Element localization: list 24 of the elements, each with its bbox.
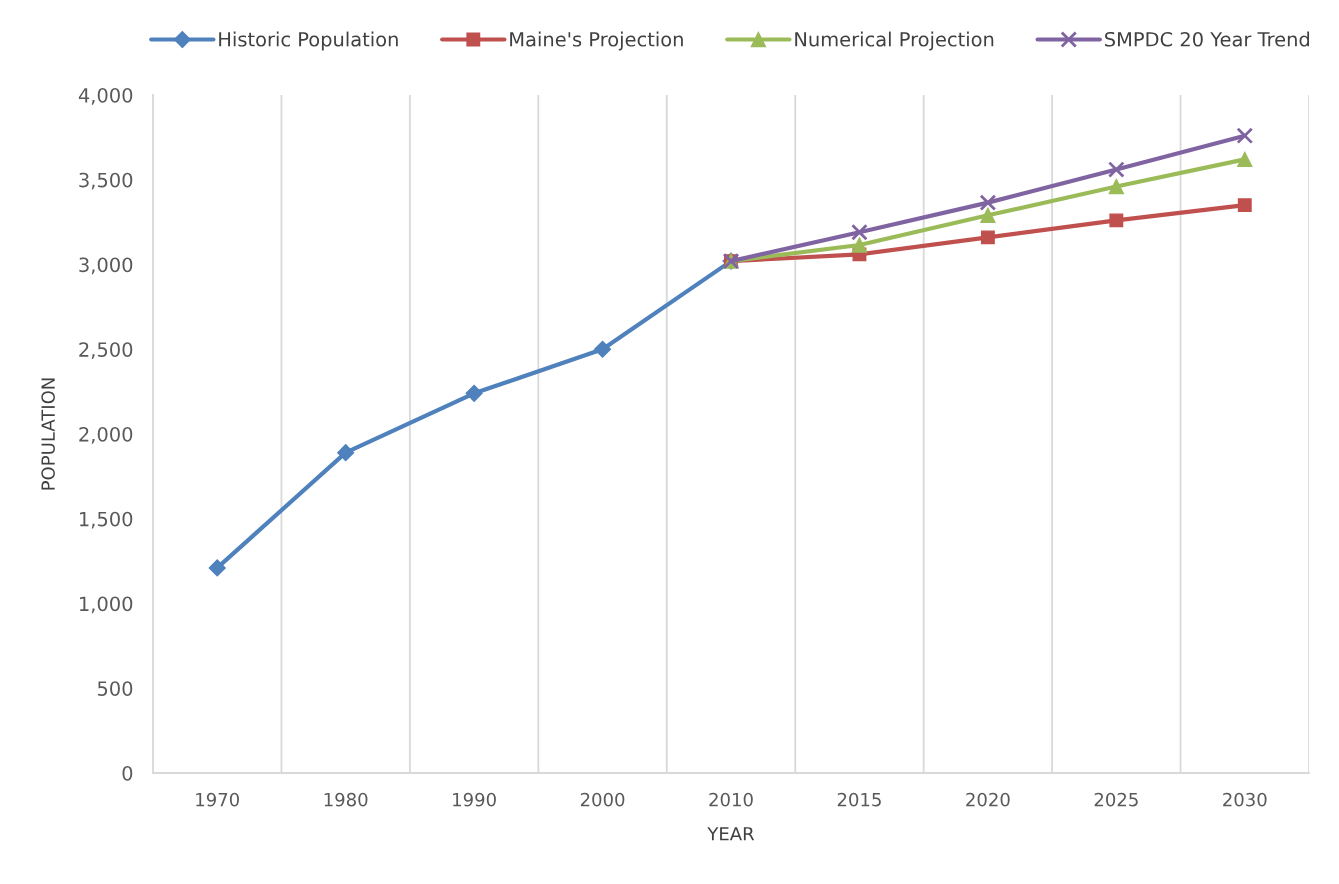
y-tick-label: 1,500	[80, 511, 133, 529]
legend-label: Maine's Projection	[510, 31, 683, 51]
x-tick-label: 2020	[966, 792, 1010, 807]
x-tick-label: 2000	[580, 792, 625, 807]
x-tick-label: 2025	[1094, 792, 1138, 807]
y-tick-label: 1,000	[80, 596, 133, 614]
y-tick-label: 2,000	[79, 426, 133, 444]
y-tick-label: 2,500	[79, 342, 133, 359]
x-tick-label: 2030	[1223, 792, 1267, 807]
legend-label: Numerical Projection	[795, 31, 994, 51]
x-tick-label: 1990	[453, 792, 496, 807]
y-tick-label: 0	[122, 765, 133, 781]
legend-label: SMPDC 20 Year Trend	[1105, 31, 1310, 47]
y-tick-label: 500	[97, 681, 133, 696]
x-tick-label: 2015	[837, 792, 881, 807]
x-axis-title: YEAR	[707, 827, 755, 841]
y-tick-label: 3,000	[79, 257, 133, 275]
x-tick-label: 1980	[324, 792, 368, 807]
y-tick-label: 3,500	[79, 172, 133, 190]
legend-label: Historic Population	[219, 31, 398, 51]
y-tick-label: 4,000	[78, 87, 133, 105]
x-tick-label: 2010	[709, 792, 753, 807]
x-tick-label: 1970	[196, 792, 239, 807]
y-axis-title: POPULATION	[41, 378, 55, 490]
